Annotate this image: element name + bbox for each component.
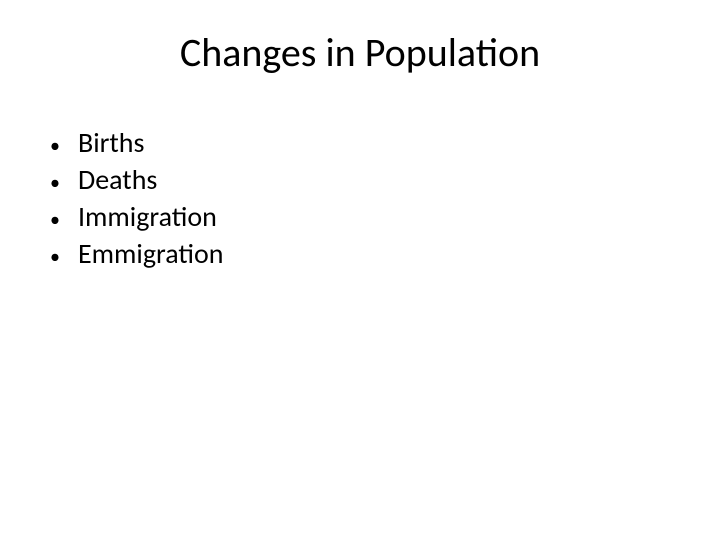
bullet-text: Immigration: [78, 199, 217, 234]
list-item: • Births: [50, 125, 720, 160]
bullet-marker-icon: •: [50, 245, 78, 270]
bullet-marker-icon: •: [50, 134, 78, 159]
bullet-text: Emmigration: [78, 236, 223, 271]
list-item: • Emmigration: [50, 236, 720, 271]
bullet-list: • Births • Deaths • Immigration • Emmigr…: [0, 125, 720, 271]
bullet-text: Deaths: [78, 162, 157, 197]
bullet-marker-icon: •: [50, 171, 78, 196]
bullet-marker-icon: •: [50, 208, 78, 233]
bullet-text: Births: [78, 125, 144, 160]
slide-container: Changes in Population • Births • Deaths …: [0, 0, 720, 540]
slide-title: Changes in Population: [0, 28, 720, 77]
list-item: • Deaths: [50, 162, 720, 197]
list-item: • Immigration: [50, 199, 720, 234]
